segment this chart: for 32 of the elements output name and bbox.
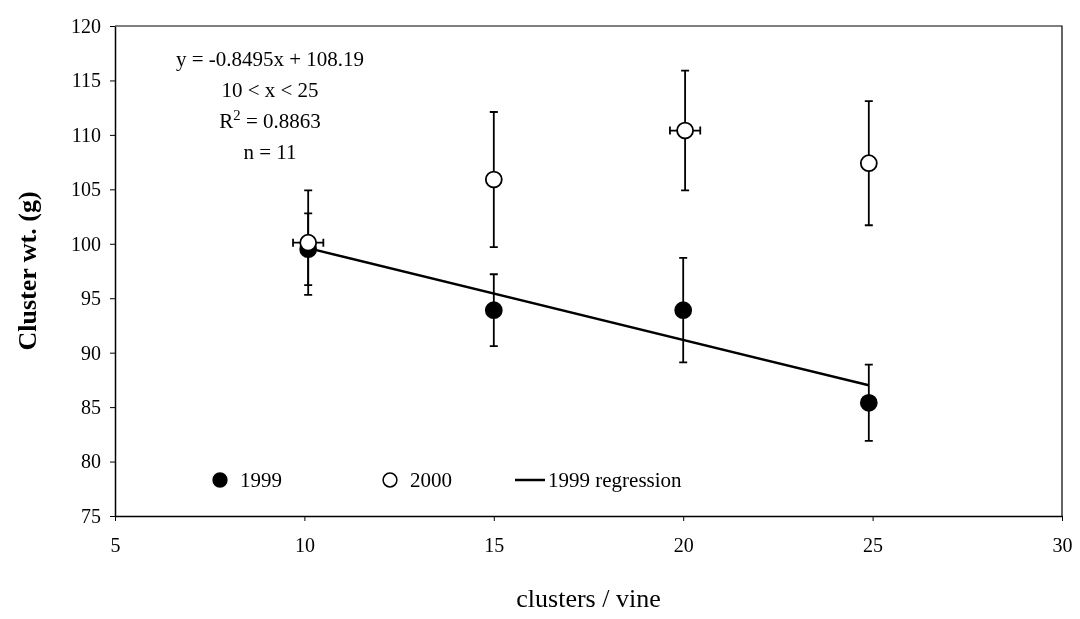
x-axis-title: clusters / vine [516,584,661,613]
y-tick-label: 100 [71,232,101,255]
x-tick-label: 10 [294,534,315,556]
point [859,393,878,412]
y-tick-label: 75 [81,504,101,527]
y-tick-label: 90 [81,341,101,364]
annotation: n = 11 [243,140,297,164]
legend-label: 2000 [410,468,452,492]
x-tick-label: 25 [863,534,884,556]
point [676,121,694,140]
x-tick-label: 20 [673,534,694,556]
annotation: y = -0.8495x + 108.19 [175,47,365,71]
y-tick-label: 110 [71,123,101,146]
legend-label: 1999 [240,468,282,492]
point [484,170,503,189]
annotation: R$^{2}$ = 0.8863 [219,107,321,133]
y-axis-title: Cluster wt. (g) [13,191,42,351]
point [484,301,503,320]
point [859,154,878,173]
y-tick-label: 105 [71,178,101,201]
point [674,301,693,320]
annotation: 10 < x < 25 [221,78,319,102]
x-tick-label: 5 [110,534,121,556]
y-tick-label: 115 [71,69,101,92]
y-tick-label: 80 [81,450,101,473]
legend-label: 1999 regression [548,468,683,492]
x-tick-label: 15 [484,534,505,556]
y-tick-label: 120 [71,14,101,37]
point [299,233,318,252]
y-tick-label: 95 [81,287,101,310]
y-tick-label: 85 [81,396,101,419]
x-tick-label: 30 [1052,534,1073,556]
